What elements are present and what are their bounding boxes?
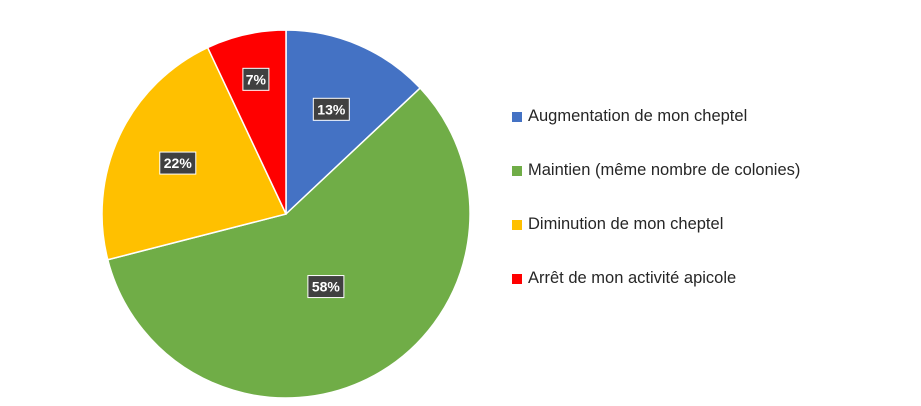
legend-label: Augmentation de mon cheptel — [528, 107, 748, 125]
pie-slice-maintien — [106, 86, 471, 399]
legend-swatch — [512, 273, 522, 284]
legend: Augmentation de mon cheptel Maintien (mê… — [512, 100, 800, 316]
legend-label: Maintien (même nombre de colonies) — [528, 161, 801, 179]
data-label-box — [312, 97, 350, 121]
data-label-box — [242, 67, 270, 91]
legend-swatch — [512, 165, 522, 176]
data-label-diminution: 22% — [159, 151, 197, 175]
data-label-maintien: 58% — [307, 275, 345, 299]
data-label-arret: 7% — [242, 67, 270, 91]
legend-swatch — [512, 111, 522, 122]
legend-item-diminution: Diminution de mon cheptel — [512, 208, 800, 241]
legend-item-arret: Arrêt de mon activité apicole — [512, 262, 800, 295]
data-label-text: 13% — [317, 101, 346, 117]
data-label-text: 58% — [312, 279, 341, 295]
data-label-text: 7% — [246, 71, 267, 87]
legend-label: Arrêt de mon activité apicole — [528, 269, 737, 287]
legend-item-maintien: Maintien (même nombre de colonies) — [512, 154, 800, 187]
legend-swatch — [512, 219, 522, 230]
data-label-box — [159, 151, 197, 175]
legend-label: Diminution de mon cheptel — [528, 215, 724, 233]
data-label-augmentation: 13% — [312, 97, 350, 121]
data-label-text: 22% — [164, 155, 193, 171]
data-label-box — [307, 275, 345, 299]
legend-item-augmentation: Augmentation de mon cheptel — [512, 100, 800, 133]
pie-slice-augmentation — [285, 29, 422, 216]
